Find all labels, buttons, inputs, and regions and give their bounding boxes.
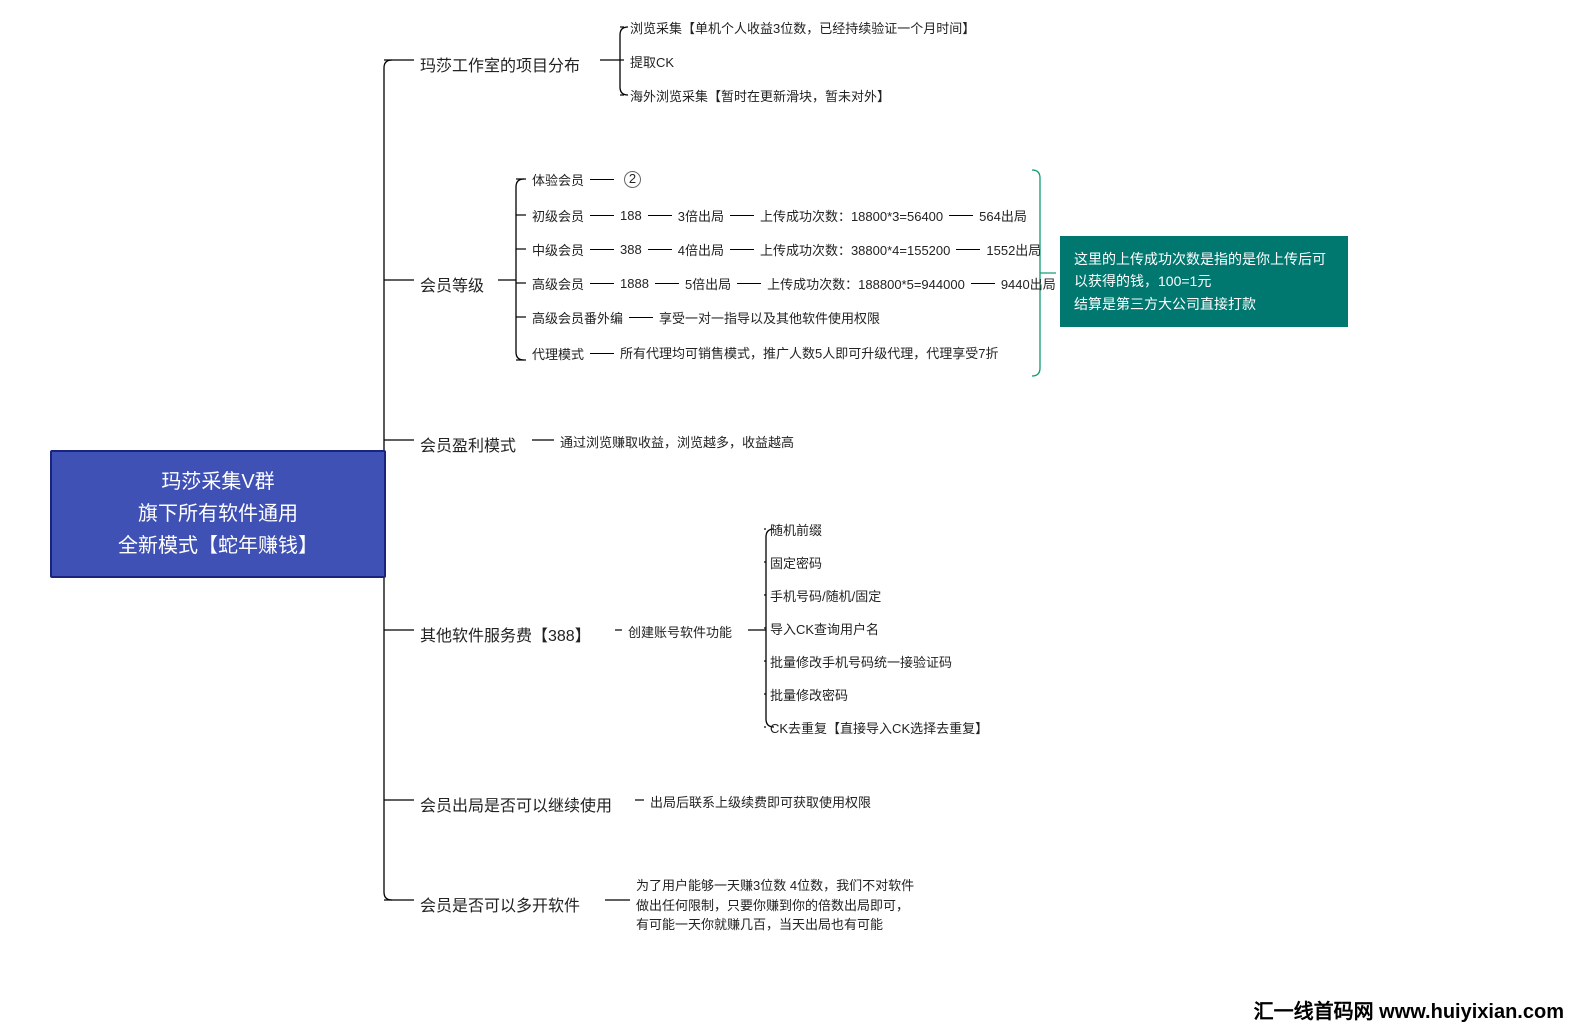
e-leaf: 出局后联系上级续费即可获取使用权限 bbox=[650, 792, 871, 811]
d-leaf: 批量修改密码 bbox=[770, 685, 848, 704]
note-box: 这里的上传成功次数是指的是你上传后可以获得的钱，100=1元 结算是第三方大公司… bbox=[1060, 236, 1348, 327]
d-leaf: 固定密码 bbox=[770, 553, 822, 572]
a-leaf: 浏览采集【单机个人收益3位数，已经持续验证一个月时间】 bbox=[630, 18, 975, 37]
f-leaf: 为了用户能够一天赚3位数 4位数，我们不对软件做出任何限制，只要你赚到你的倍数出… bbox=[636, 876, 916, 935]
lvl1-f: 会员是否可以多开软件 bbox=[420, 892, 580, 916]
b-chain: 中级会员3884倍出局上传成功次数：38800*4=1552001552出局 bbox=[532, 240, 1041, 259]
b-chain: 高级会员18885倍出局上传成功次数：188800*5=9440009440出局 bbox=[532, 274, 1056, 293]
d-leaf: 批量修改手机号码统一接验证码 bbox=[770, 652, 952, 671]
lvl1-c: 会员盈利模式 bbox=[420, 432, 516, 456]
d-leaf: CK去重复【直接导入CK选择去重复】 bbox=[770, 718, 988, 737]
lvl1-a: 玛莎工作室的项目分布 bbox=[420, 52, 580, 76]
lvl1-b: 会员等级 bbox=[420, 272, 484, 296]
d-leaf: 随机前缀 bbox=[770, 520, 822, 539]
footer-watermark: 汇一线首码网 www.huiyixian.com bbox=[1254, 995, 1564, 1024]
lvl1-e: 会员出局是否可以继续使用 bbox=[420, 792, 612, 816]
b-exp: 体验会员2 bbox=[532, 170, 641, 189]
a-leaf: 海外浏览采集【暂时在更新滑块，暂未对外】 bbox=[630, 86, 890, 105]
b-chain: 初级会员1883倍出局上传成功次数：18800*3=56400564出局 bbox=[532, 206, 1027, 225]
b-chain: 高级会员番外编享受一对一指导以及其他软件使用权限 bbox=[532, 308, 880, 327]
b-chain-multi: 代理模式所有代理均可销售模式，推广人数5人即可升级代理，代理享受7折 bbox=[532, 344, 880, 364]
a-leaf: 提取CK bbox=[630, 52, 674, 71]
d-mid: 创建账号软件功能 bbox=[628, 622, 732, 641]
c-leaf: 通过浏览赚取收益，浏览越多，收益越高 bbox=[560, 432, 794, 451]
d-leaf: 导入CK查询用户名 bbox=[770, 619, 879, 638]
lvl1-d: 其他软件服务费【388】 bbox=[420, 622, 591, 646]
root-node: 玛莎采集V群 旗下所有软件通用 全新模式【蛇年赚钱】 bbox=[50, 450, 386, 578]
d-leaf: 手机号码/随机/固定 bbox=[770, 586, 881, 605]
